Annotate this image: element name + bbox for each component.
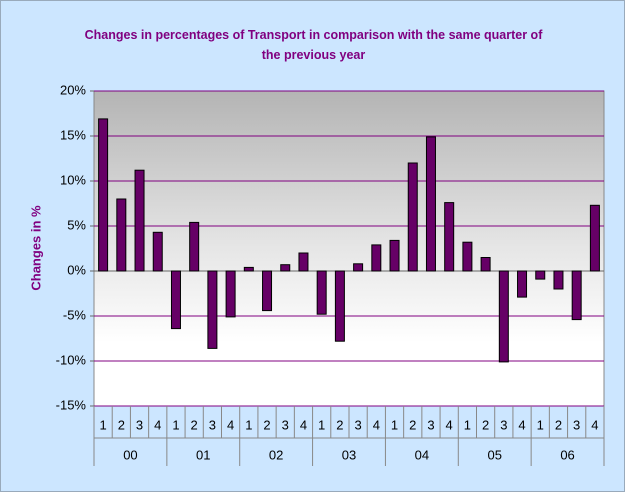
x-tick-label: 4 (154, 417, 161, 432)
bar (553, 270, 564, 290)
bar (480, 257, 491, 272)
y-tick-label: 20% (60, 82, 86, 97)
bar (243, 266, 254, 272)
x-tick-label: 2 (191, 417, 198, 432)
bar (425, 136, 436, 272)
y-tick-label: 15% (60, 127, 86, 142)
y-tick-label: -10% (56, 352, 87, 367)
x-tick-label: 3 (427, 417, 434, 432)
x-tick-label: 1 (391, 417, 398, 432)
bar (98, 118, 109, 272)
x-tick-label: 1 (464, 417, 471, 432)
x-tick-label: 1 (99, 417, 106, 432)
bar (353, 263, 364, 272)
group-label: 00 (123, 447, 137, 462)
bar (462, 241, 473, 272)
x-tick-label: 4 (373, 417, 380, 432)
y-tick-label: -15% (56, 397, 87, 412)
x-tick-label: 2 (263, 417, 270, 432)
x-tick-label: 2 (118, 417, 125, 432)
group-label: 02 (269, 447, 283, 462)
chart-title: Changes in percentages of Transport in c… (84, 28, 543, 62)
group-label: 03 (342, 447, 356, 462)
x-tick-label: 3 (573, 417, 580, 432)
y-tick-label: -5% (63, 307, 87, 322)
bar (444, 202, 455, 272)
bar (189, 221, 200, 272)
bar (517, 270, 528, 298)
group-label: 05 (487, 447, 501, 462)
bar (170, 270, 181, 330)
y-tick-label: 10% (60, 172, 86, 187)
bar (334, 270, 345, 342)
group-label: 04 (415, 447, 429, 462)
group-label: 06 (560, 447, 574, 462)
x-tick-label: 3 (136, 417, 143, 432)
bar (152, 231, 163, 272)
bar (225, 270, 236, 318)
bar (298, 252, 309, 272)
bar (535, 270, 546, 280)
x-tick-label: 3 (354, 417, 361, 432)
x-tick-label: 2 (482, 417, 489, 432)
x-tick-label: 1 (245, 417, 252, 432)
x-tick-label: 4 (300, 417, 307, 432)
bar (134, 169, 145, 272)
bar (316, 270, 327, 315)
bar (571, 270, 582, 321)
x-tick-label: 1 (172, 417, 179, 432)
bar (407, 162, 418, 272)
x-tick-label: 1 (318, 417, 325, 432)
x-tick-label: 4 (446, 417, 453, 432)
x-tick-label: 4 (518, 417, 525, 432)
x-tick-label: 3 (209, 417, 216, 432)
x-tick-label: 1 (537, 417, 544, 432)
y-tick-label: 5% (67, 217, 86, 232)
group-label: 01 (196, 447, 210, 462)
x-tick-label: 3 (500, 417, 507, 432)
x-tick-label: 2 (555, 417, 562, 432)
bar (207, 270, 218, 349)
x-tick-label: 4 (227, 417, 234, 432)
bar (116, 198, 127, 272)
x-tick-label: 3 (282, 417, 289, 432)
bar (280, 264, 291, 272)
x-tick-label: 4 (591, 417, 598, 432)
bar (589, 204, 600, 272)
x-tick-label: 2 (336, 417, 343, 432)
bar (389, 239, 400, 272)
y-axis-label: Changes in % (28, 205, 43, 291)
bar (498, 270, 509, 363)
y-tick-label: 0% (67, 262, 86, 277)
bar (262, 270, 273, 312)
plot-area (93, 90, 605, 407)
bar (371, 244, 382, 272)
x-tick-label: 2 (409, 417, 416, 432)
